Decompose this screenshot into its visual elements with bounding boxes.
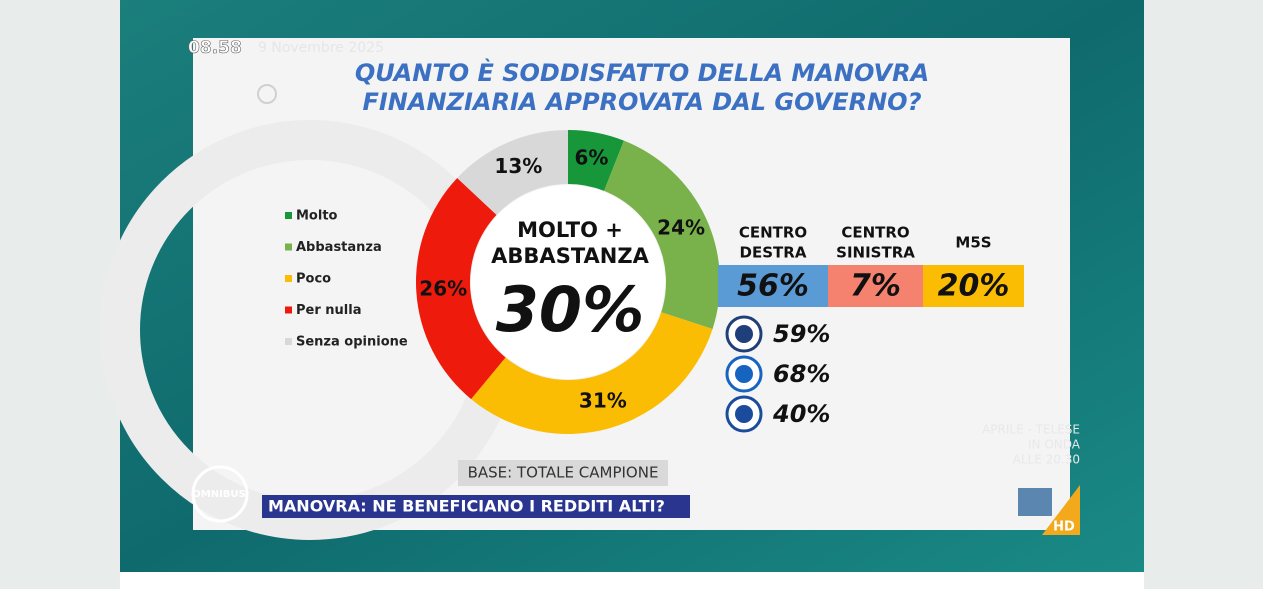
party-logo-inner — [735, 405, 753, 423]
legend-label: Senza opinione — [296, 335, 408, 350]
promo-line: IN ONDA — [1028, 438, 1081, 452]
channel-badge — [1018, 488, 1052, 516]
party-value: 40% — [772, 400, 830, 428]
legend-label: Abbastanza — [296, 240, 382, 255]
hd-label: HD — [1053, 520, 1075, 535]
promo-line: APRILE - TELESE — [982, 423, 1080, 437]
donut-segment — [471, 312, 713, 435]
data-label: 13% — [494, 154, 542, 178]
legend-label: Per nulla — [296, 303, 361, 318]
logo-ring — [191, 465, 249, 523]
legend-swatch — [285, 212, 292, 219]
group-name: DESTRA — [740, 244, 807, 262]
legend-label: Poco — [296, 272, 331, 287]
group-cell — [923, 265, 1024, 307]
group-name: SINISTRA — [836, 244, 915, 262]
donut-segment — [568, 130, 624, 191]
legend-swatch — [285, 243, 292, 251]
legend-swatch — [285, 338, 292, 345]
note: BASE: TOTALE CAMPIONE — [468, 464, 659, 482]
promo-line: ALLE 20.30 — [1013, 453, 1080, 467]
group-cell — [718, 265, 828, 307]
party-logo-inner — [735, 365, 753, 383]
ticker-bar — [262, 495, 690, 518]
donut-hole — [471, 185, 665, 379]
logo: OMNIBUS — [192, 489, 246, 500]
group-value: 20% — [938, 269, 1010, 304]
channel-icon — [257, 84, 277, 104]
donut-segment — [415, 177, 506, 400]
data-label: 31% — [579, 389, 627, 413]
group-cell — [828, 265, 923, 307]
ticker: MANOVRA: NE BENEFICIANO I REDDITI ALTI? — [268, 497, 665, 516]
chart-title: FINANZIARIA APPROVATA DAL GOVERNO? — [362, 88, 921, 116]
data-label: 24% — [657, 215, 705, 239]
hd-badge — [1042, 485, 1080, 535]
date: 9 Novembre 2025 — [258, 40, 384, 56]
note-box — [458, 460, 668, 486]
chart-title: QUANTO È SODDISFATTO DELLA MANOVRA — [355, 57, 929, 87]
group-value: 56% — [737, 269, 809, 304]
group-name: CENTRO — [841, 224, 909, 242]
party-value: 68% — [773, 360, 830, 388]
time: 08.58 — [188, 38, 242, 58]
group-name: CENTRO — [739, 224, 807, 242]
data-label: 6% — [574, 146, 608, 170]
legend-label: Molto — [296, 209, 338, 224]
group-value: 7% — [850, 269, 901, 304]
party-logo-inner — [735, 325, 753, 343]
party-value: 59% — [773, 320, 830, 348]
caption-strip — [120, 572, 1144, 589]
donut-segment — [457, 130, 568, 215]
center-label: MOLTO + — [517, 218, 623, 242]
donut-segment — [604, 140, 721, 329]
legend-swatch — [285, 306, 292, 314]
group-name: M5S — [955, 234, 991, 252]
center-label: ABBASTANZA — [491, 244, 649, 268]
data-label: 26% — [419, 276, 467, 300]
center-value: 30% — [496, 273, 644, 346]
legend-swatch — [285, 275, 292, 282]
